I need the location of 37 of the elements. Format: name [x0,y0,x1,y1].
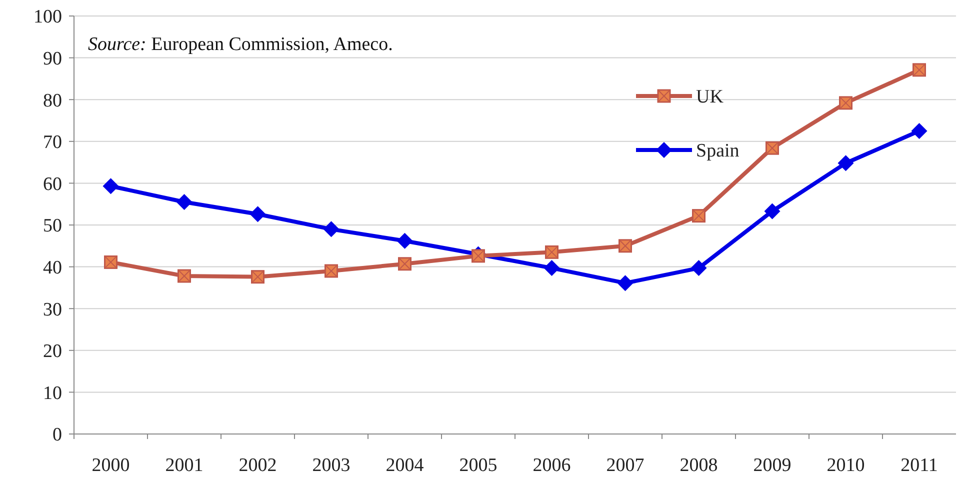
y-tick-label: 0 [52,424,62,446]
x-tick-label: 2007 [606,455,644,476]
x-tick-label: 2006 [532,455,571,476]
point [911,122,928,139]
point [102,178,119,194]
y-tick-label: 20 [43,341,62,362]
y-tick-label: 90 [43,48,62,70]
point [690,260,707,276]
x-tick-label: 2001 [165,455,204,476]
x-tick-label: 2000 [92,455,130,476]
x-tick-label: 2002 [238,455,277,476]
annotation: Source: European Commission, Ameco. [88,34,393,55]
point [250,206,266,222]
point [764,203,780,220]
x-tick-label: 2003 [312,455,350,476]
x-tick-label: 2005 [459,455,498,476]
y-tick-label: 70 [43,132,62,154]
y-tick-label: 40 [43,257,62,278]
point [544,260,560,276]
y-tick-label: 60 [43,174,62,195]
x-tick-label: 2009 [753,455,792,476]
x-tick-label: 2008 [680,455,718,476]
point [323,221,340,238]
x-tick-label: 2010 [826,455,865,476]
y-tick-label: 80 [43,90,62,112]
x-tick-label: 2011 [900,455,938,476]
y-tick-label: 50 [43,216,62,237]
legend-label: Spain [696,140,740,162]
point [176,194,192,210]
point [838,155,854,172]
y-tick-label: 30 [43,299,62,320]
legend-label: UK [696,86,724,108]
y-tick-label: 10 [43,382,62,404]
x-tick-label: 2004 [386,455,424,476]
point [617,275,634,292]
y-tick-label: 100 [34,6,62,28]
point [396,232,413,249]
